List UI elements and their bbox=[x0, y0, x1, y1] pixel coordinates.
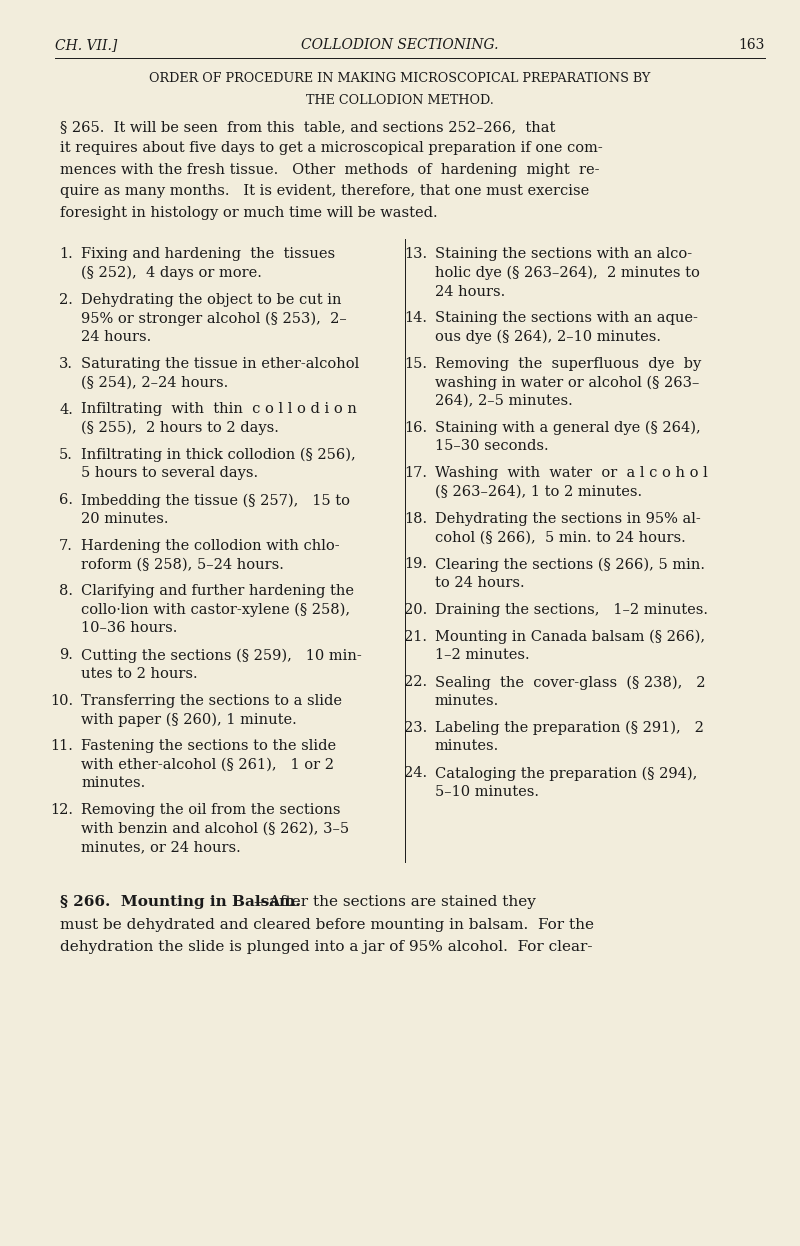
Text: minutes.: minutes. bbox=[435, 694, 499, 708]
Text: (§ 252),  4 days or more.: (§ 252), 4 days or more. bbox=[81, 265, 262, 280]
Text: minutes.: minutes. bbox=[81, 776, 146, 790]
Text: 20 minutes.: 20 minutes. bbox=[81, 512, 169, 526]
Text: 5.: 5. bbox=[59, 449, 73, 462]
Text: 15–30 seconds.: 15–30 seconds. bbox=[435, 440, 549, 454]
Text: (§ 255),  2 hours to 2 days.: (§ 255), 2 hours to 2 days. bbox=[81, 421, 279, 435]
Text: 5–10 minutes.: 5–10 minutes. bbox=[435, 785, 539, 799]
Text: 163: 163 bbox=[738, 37, 765, 52]
Text: it requires about five days to get a microscopical preparation if one com-: it requires about five days to get a mic… bbox=[60, 142, 602, 156]
Text: 2.: 2. bbox=[59, 293, 73, 307]
Text: 9.: 9. bbox=[59, 648, 73, 663]
Text: (§ 263–264), 1 to 2 minutes.: (§ 263–264), 1 to 2 minutes. bbox=[435, 485, 642, 498]
Text: minutes, or 24 hours.: minutes, or 24 hours. bbox=[81, 841, 241, 855]
Text: Clearing the sections (§ 266), 5 min.: Clearing the sections (§ 266), 5 min. bbox=[435, 557, 705, 572]
Text: CH. VII.]: CH. VII.] bbox=[55, 37, 118, 52]
Text: 23.: 23. bbox=[404, 721, 427, 735]
Text: 19.: 19. bbox=[404, 557, 427, 572]
Text: Imbedding the tissue (§ 257),   15 to: Imbedding the tissue (§ 257), 15 to bbox=[81, 493, 350, 508]
Text: 16.: 16. bbox=[404, 421, 427, 435]
Text: quire as many months.   It is evident, therefore, that one must exercise: quire as many months. It is evident, the… bbox=[60, 184, 590, 198]
Text: mences with the fresh tissue.   Other  methods  of  hardening  might  re-: mences with the fresh tissue. Other meth… bbox=[60, 163, 599, 177]
Text: collo·lion with castor-xylene (§ 258),: collo·lion with castor-xylene (§ 258), bbox=[81, 603, 350, 617]
Text: with benzin and alcohol (§ 262), 3–5: with benzin and alcohol (§ 262), 3–5 bbox=[81, 822, 349, 836]
Text: 12.: 12. bbox=[50, 804, 73, 817]
Text: Sealing  the  cover-glass  (§ 238),   2: Sealing the cover-glass (§ 238), 2 bbox=[435, 675, 706, 690]
Text: to 24 hours.: to 24 hours. bbox=[435, 576, 525, 591]
Text: 1.: 1. bbox=[59, 248, 73, 262]
Text: —After the sections are stained they: —After the sections are stained they bbox=[254, 896, 536, 910]
Text: utes to 2 hours.: utes to 2 hours. bbox=[81, 667, 198, 682]
Text: minutes.: minutes. bbox=[435, 739, 499, 754]
Text: Staining the sections with an alco-: Staining the sections with an alco- bbox=[435, 248, 692, 262]
Text: § 265.  It will be seen  from this  table, and sections 252–266,  that: § 265. It will be seen from this table, … bbox=[60, 120, 555, 135]
Text: 5 hours to several days.: 5 hours to several days. bbox=[81, 466, 258, 481]
Text: COLLODION SECTIONING.: COLLODION SECTIONING. bbox=[302, 37, 498, 52]
Text: Saturating the tissue in ether-alcohol: Saturating the tissue in ether-alcohol bbox=[81, 358, 359, 371]
Text: 18.: 18. bbox=[404, 512, 427, 526]
Text: Dehydrating the object to be cut in: Dehydrating the object to be cut in bbox=[81, 293, 342, 307]
Text: with ether-alcohol (§ 261),   1 or 2: with ether-alcohol (§ 261), 1 or 2 bbox=[81, 758, 334, 773]
Text: 14.: 14. bbox=[404, 312, 427, 325]
Text: Transferring the sections to a slide: Transferring the sections to a slide bbox=[81, 694, 342, 708]
Text: dehydration the slide is plunged into a jar of 95% alcohol.  For clear-: dehydration the slide is plunged into a … bbox=[60, 941, 593, 954]
Text: 24 hours.: 24 hours. bbox=[435, 284, 506, 299]
Text: 22.: 22. bbox=[404, 675, 427, 689]
Text: Cutting the sections (§ 259),   10 min-: Cutting the sections (§ 259), 10 min- bbox=[81, 648, 362, 663]
Text: THE COLLODION METHOD.: THE COLLODION METHOD. bbox=[306, 93, 494, 107]
Text: with paper (§ 260), 1 minute.: with paper (§ 260), 1 minute. bbox=[81, 713, 297, 726]
Text: cohol (§ 266),  5 min. to 24 hours.: cohol (§ 266), 5 min. to 24 hours. bbox=[435, 531, 686, 545]
Text: 10.: 10. bbox=[50, 694, 73, 708]
Text: roform (§ 258), 5–24 hours.: roform (§ 258), 5–24 hours. bbox=[81, 557, 284, 572]
Text: ORDER OF PROCEDURE IN MAKING MICROSCOPICAL PREPARATIONS BY: ORDER OF PROCEDURE IN MAKING MICROSCOPIC… bbox=[150, 72, 650, 85]
Text: Washing  with  water  or  a l c o h o l: Washing with water or a l c o h o l bbox=[435, 466, 708, 481]
Text: must be dehydrated and cleared before mounting in balsam.  For the: must be dehydrated and cleared before mo… bbox=[60, 918, 594, 932]
Text: Draining the sections,   1–2 minutes.: Draining the sections, 1–2 minutes. bbox=[435, 603, 708, 617]
Text: Removing  the  superfluous  dye  by: Removing the superfluous dye by bbox=[435, 358, 702, 371]
Text: 15.: 15. bbox=[404, 358, 427, 371]
Text: Infiltrating in thick collodion (§ 256),: Infiltrating in thick collodion (§ 256), bbox=[81, 449, 356, 462]
Text: Mounting in Canada balsam (§ 266),: Mounting in Canada balsam (§ 266), bbox=[435, 630, 705, 644]
Text: washing in water or alcohol (§ 263–: washing in water or alcohol (§ 263– bbox=[435, 375, 699, 390]
Text: (§ 254), 2–24 hours.: (§ 254), 2–24 hours. bbox=[81, 375, 228, 390]
Text: 24 hours.: 24 hours. bbox=[81, 330, 151, 344]
Text: 20.: 20. bbox=[404, 603, 427, 617]
Text: 10–36 hours.: 10–36 hours. bbox=[81, 622, 178, 635]
Text: Cataloging the preparation (§ 294),: Cataloging the preparation (§ 294), bbox=[435, 766, 698, 781]
Text: Hardening the collodion with chlo-: Hardening the collodion with chlo- bbox=[81, 540, 340, 553]
Text: 11.: 11. bbox=[50, 739, 73, 754]
Text: holic dye (§ 263–264),  2 minutes to: holic dye (§ 263–264), 2 minutes to bbox=[435, 265, 700, 280]
Text: Staining with a general dye (§ 264),: Staining with a general dye (§ 264), bbox=[435, 421, 701, 435]
Text: 8.: 8. bbox=[59, 584, 73, 598]
Text: 4.: 4. bbox=[59, 402, 73, 416]
Text: Fastening the sections to the slide: Fastening the sections to the slide bbox=[81, 739, 336, 754]
Text: 7.: 7. bbox=[59, 540, 73, 553]
Text: Dehydrating the sections in 95% al-: Dehydrating the sections in 95% al- bbox=[435, 512, 701, 526]
Text: Fixing and hardening  the  tissues: Fixing and hardening the tissues bbox=[81, 248, 335, 262]
Text: Labeling the preparation (§ 291),   2: Labeling the preparation (§ 291), 2 bbox=[435, 721, 704, 735]
Text: 95% or stronger alcohol (§ 253),  2–: 95% or stronger alcohol (§ 253), 2– bbox=[81, 312, 346, 326]
Text: 21.: 21. bbox=[404, 630, 427, 644]
Text: Staining the sections with an aque-: Staining the sections with an aque- bbox=[435, 312, 698, 325]
Text: 6.: 6. bbox=[59, 493, 73, 507]
Text: 13.: 13. bbox=[404, 248, 427, 262]
Text: ous dye (§ 264), 2–10 minutes.: ous dye (§ 264), 2–10 minutes. bbox=[435, 330, 661, 344]
Text: foresight in histology or much time will be wasted.: foresight in histology or much time will… bbox=[60, 206, 438, 221]
Text: § 266.  Mounting in Balsam.: § 266. Mounting in Balsam. bbox=[60, 896, 301, 910]
Text: 24.: 24. bbox=[404, 766, 427, 780]
Text: Removing the oil from the sections: Removing the oil from the sections bbox=[81, 804, 341, 817]
Text: Infiltrating  with  thin  c o l l o d i o n: Infiltrating with thin c o l l o d i o n bbox=[81, 402, 357, 416]
Text: 1–2 minutes.: 1–2 minutes. bbox=[435, 648, 530, 663]
Text: Clarifying and further hardening the: Clarifying and further hardening the bbox=[81, 584, 354, 598]
Text: 3.: 3. bbox=[59, 358, 73, 371]
Text: 264), 2–5 minutes.: 264), 2–5 minutes. bbox=[435, 394, 573, 407]
Text: 17.: 17. bbox=[404, 466, 427, 481]
